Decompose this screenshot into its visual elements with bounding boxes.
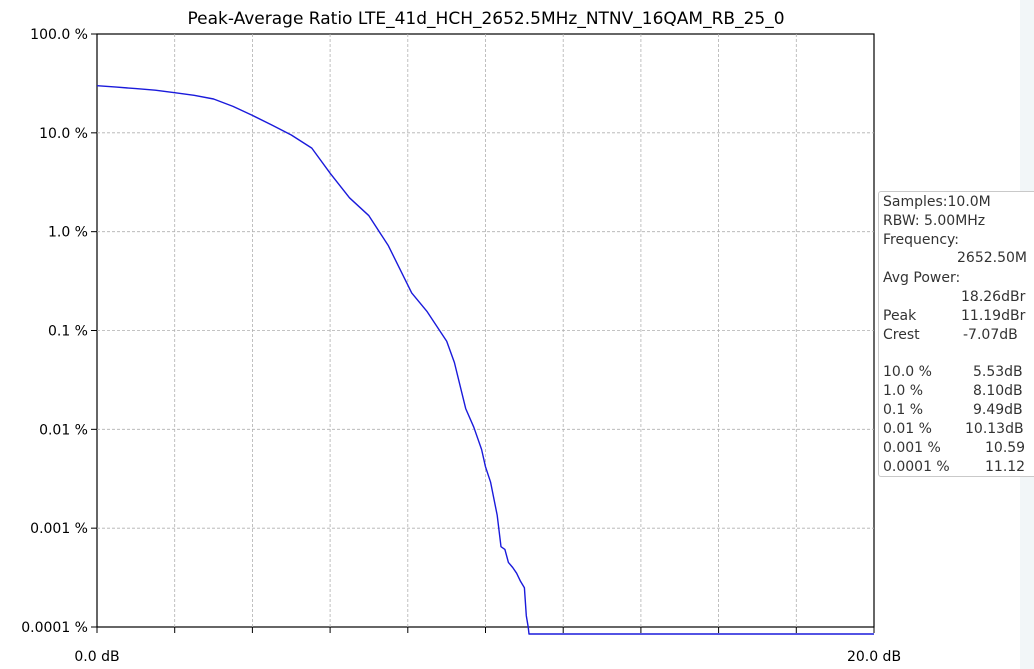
chart-title: Peak-Average Ratio LTE_41d_HCH_2652.5MHz… — [187, 9, 784, 29]
legend-samples: Samples:10.0M — [883, 194, 991, 210]
series-layer — [96, 85, 874, 635]
legend-ccdf-prob: 0.0001 % — [883, 459, 950, 475]
legend-ccdf-db: 8.10dB — [973, 383, 1023, 399]
legend-ccdf-prob: 10.0 % — [883, 364, 932, 380]
grid-lines — [97, 34, 874, 627]
y-tick-label: 0.01 % — [39, 422, 88, 438]
legend-peak-label: Peak — [883, 308, 917, 324]
legend-avg-power-label: Avg Power: — [883, 270, 961, 286]
legend-ccdf-db: 10.13dB — [965, 421, 1024, 437]
legend-ccdf-db: 9.49dB — [973, 402, 1023, 418]
y-tick-label: 10.0 % — [39, 126, 88, 142]
legend-crest-label: Crest — [883, 327, 920, 343]
axis-tick-labels: 100.0 % 10.0 % 1.0 % 0.1 % 0.01 % 0.001 % 0.00… — [21, 27, 901, 665]
legend-ccdf-prob: 0.001 % — [883, 440, 941, 456]
x-tick-label: 0.0 dB — [74, 649, 119, 665]
legend-ccdf-prob: 0.01 % — [883, 421, 932, 437]
legend-avg-power-value: 18.26dBr — [961, 289, 1026, 305]
axis-ticks — [91, 33, 875, 633]
legend-ccdf-db: 10.59 — [985, 440, 1026, 456]
y-tick-label: 0.1 % — [48, 324, 88, 340]
legend-frequency-value: 2652.50M — [957, 250, 1027, 266]
legend-rbw: RBW: 5.00MHz — [883, 213, 986, 229]
y-tick-label: 100.0 % — [30, 27, 88, 43]
legend-ccdf-prob: 1.0 % — [883, 383, 924, 399]
y-tick-label: 0.001 % — [30, 521, 88, 537]
y-tick-label: 0.0001 % — [21, 620, 88, 636]
legend-ccdf-db: 5.53dB — [973, 364, 1023, 380]
legend-ccdf-prob: 0.1 % — [883, 402, 924, 418]
legend-crest-value: -7.07dB — [963, 327, 1018, 343]
ccdf-series-line — [96, 85, 874, 635]
x-tick-label: 20.0 dB — [847, 649, 901, 665]
legend-peak-value: 11.19dBr — [961, 308, 1026, 324]
legend-ccdf-db: 11.12 — [985, 459, 1026, 475]
legend-frequency-label: Frequency: — [883, 232, 960, 248]
y-tick-label: 1.0 % — [48, 225, 88, 241]
measurement-legend: Samples:10.0M RBW: 5.00MHz Frequency: 26… — [878, 191, 1034, 477]
